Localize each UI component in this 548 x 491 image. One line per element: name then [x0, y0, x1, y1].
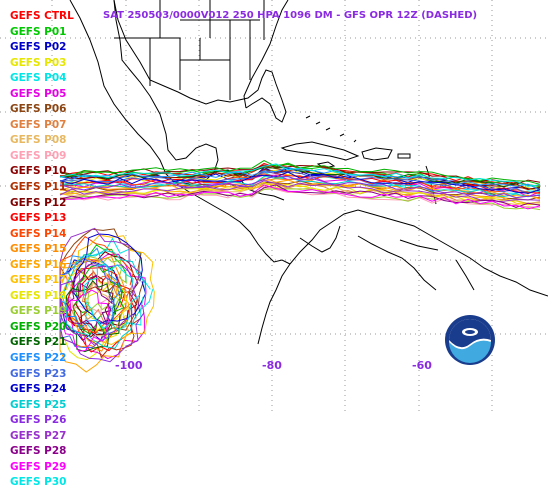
contour-loop	[59, 263, 145, 363]
legend-item: GEFS P30	[10, 476, 67, 489]
legend-item: GEFS P19	[10, 305, 67, 318]
contour-loop	[73, 233, 147, 325]
legend-item: GEFS P01	[10, 25, 67, 38]
legend-item: GEFS P03	[10, 56, 67, 69]
legend-item: GEFS P07	[10, 118, 67, 131]
legend-item: GEFS P10	[10, 165, 67, 178]
legend-item: GEFS P24	[10, 383, 67, 396]
contour-line	[59, 175, 541, 198]
legend: GEFS CTRL GEFS P01 GEFS P02 GEFS P03 GEFS P0…	[10, 9, 74, 491]
legend-item: GEFS P22	[10, 352, 67, 365]
contour-line	[59, 167, 541, 191]
legend-item: GEFS CTRL	[10, 10, 74, 22]
contour-loop	[61, 249, 146, 349]
legend-item: GEFS P17	[10, 274, 67, 287]
legend-item: GEFS P04	[10, 72, 67, 85]
contour-line	[59, 162, 541, 187]
legend-item: GEFS P28	[10, 445, 67, 458]
longitude-label: -100	[115, 359, 143, 372]
legend-item: GEFS P13	[10, 212, 67, 225]
legend-item: GEFS P26	[10, 414, 67, 427]
legend-item: GEFS P27	[10, 429, 67, 442]
legend-item: GEFS P02	[10, 41, 67, 54]
legend-item: GEFS P12	[10, 196, 67, 209]
contour-line	[59, 180, 541, 202]
contour-line	[59, 166, 541, 190]
ensemble-contours	[59, 160, 541, 373]
legend-item: GEFS P14	[10, 227, 67, 240]
map-canvas	[0, 0, 548, 412]
legend-item: GEFS P09	[10, 149, 67, 162]
map-title: SAT 250503/0000V012 250 HPA 1096 DM - GF…	[103, 10, 478, 21]
contour-line	[59, 173, 541, 194]
noaa-logo	[445, 315, 495, 365]
contour-line	[59, 175, 541, 199]
contour-line	[59, 171, 541, 194]
legend-item: GEFS P18	[10, 289, 67, 302]
legend-item: GEFS P21	[10, 336, 67, 349]
coastlines	[69, 0, 548, 345]
contour-line	[59, 184, 541, 210]
legend-item: GEFS P05	[10, 87, 67, 100]
contour-loop	[62, 234, 155, 346]
legend-item: GEFS P11	[10, 181, 67, 194]
longitude-label: -60	[412, 359, 432, 372]
longitude-label: -80	[262, 359, 282, 372]
contour-loop	[83, 263, 141, 331]
legend-item: GEFS P16	[10, 258, 67, 271]
legend-item: GEFS P15	[10, 243, 67, 256]
contour-line	[59, 182, 541, 205]
legend-item: GEFS P29	[10, 460, 67, 473]
contour-line	[59, 181, 541, 206]
legend-item: GEFS P20	[10, 320, 67, 333]
contour-line	[59, 163, 541, 187]
contour-loop	[77, 237, 154, 336]
legend-item: GEFS P23	[10, 367, 67, 380]
contour-loop	[62, 289, 110, 352]
graticule	[0, 0, 548, 412]
contour-loop	[66, 274, 113, 331]
legend-item: GEFS P06	[10, 103, 67, 116]
legend-item: GEFS P25	[10, 398, 67, 411]
contour-loop	[59, 227, 141, 347]
legend-item: GEFS P08	[10, 134, 67, 147]
contour-loop	[66, 257, 111, 315]
